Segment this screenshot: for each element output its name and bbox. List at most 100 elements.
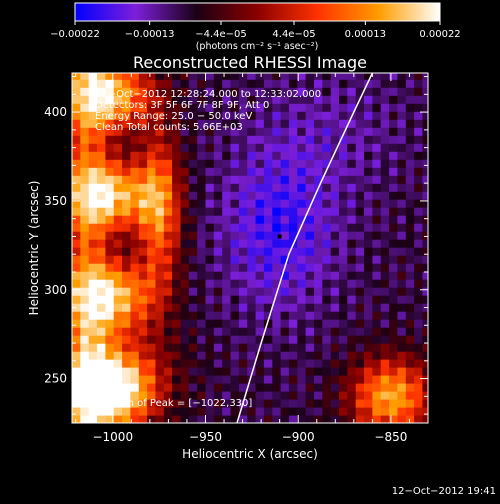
heatmap-cell <box>380 383 390 392</box>
heatmap-cell <box>205 375 215 384</box>
heatmap-cell <box>364 367 373 376</box>
heatmap-cell <box>422 367 428 376</box>
heatmap-cell <box>163 183 173 192</box>
heatmap-cell <box>405 183 415 192</box>
heatmap-cell <box>188 103 198 112</box>
footer-timestamp: 12−Oct−2012 19:41 <box>392 486 496 497</box>
heatmap-cell <box>422 127 428 136</box>
heatmap-cell <box>339 143 348 152</box>
heatmap-cell <box>172 239 181 248</box>
heatmap-cell <box>105 167 115 176</box>
heatmap-cell <box>272 127 282 136</box>
heatmap-cell <box>80 79 90 88</box>
heatmap-cell <box>297 191 307 200</box>
heatmap-cell <box>172 167 181 176</box>
heatmap-cell <box>180 183 190 192</box>
heatmap-cell <box>238 311 248 320</box>
heatmap-cell <box>113 159 123 168</box>
heatmap-cell <box>255 151 265 160</box>
heatmap-cell <box>197 191 207 200</box>
heatmap-cell <box>180 215 190 224</box>
heatmap-cell <box>197 239 207 248</box>
heatmap-cell <box>230 295 240 304</box>
heatmap-cell <box>364 231 373 240</box>
heatmap-cell <box>113 239 123 248</box>
heatmap-cell <box>238 367 248 376</box>
heatmap-cell <box>230 159 240 168</box>
heatmap-cell <box>414 79 423 88</box>
heatmap-cell <box>88 119 98 128</box>
heatmap-cell <box>113 303 123 312</box>
heatmap-cell <box>355 391 365 400</box>
heatmap-cell <box>97 263 106 272</box>
heatmap-cell <box>105 239 115 248</box>
heatmap-cell <box>414 73 423 80</box>
heatmap-cell <box>105 135 115 144</box>
heatmap-cell <box>105 207 115 216</box>
heatmap-cell <box>247 79 257 88</box>
heatmap-cell <box>180 159 190 168</box>
heatmap-cell <box>272 359 282 368</box>
heatmap-cell <box>172 87 181 96</box>
heatmap-cell <box>113 319 123 328</box>
heatmap-cell <box>122 319 131 328</box>
heatmap-cell <box>314 319 323 328</box>
heatmap-cell <box>255 271 265 280</box>
heatmap-cell <box>397 359 407 368</box>
heatmap-cell <box>405 159 415 168</box>
heatmap-cell <box>155 287 165 296</box>
heatmap-cell <box>222 231 232 240</box>
heatmap-cell <box>222 207 232 216</box>
heatmap-cell <box>155 311 165 320</box>
x-axis-label: Heliocentric X (arcsec) <box>182 447 318 461</box>
heatmap-cell <box>205 295 215 304</box>
heatmap-cell <box>130 175 140 184</box>
heatmap-cell <box>255 415 265 423</box>
heatmap-cell <box>238 303 248 312</box>
heatmap-cell <box>163 343 173 352</box>
heatmap-cell <box>205 343 215 352</box>
heatmap-cell <box>380 183 390 192</box>
heatmap-cell <box>380 103 390 112</box>
heatmap-cell <box>330 407 340 416</box>
heatmap-cell <box>230 79 240 88</box>
heatmap-cell <box>255 255 265 264</box>
heatmap-cell <box>247 119 257 128</box>
heatmap-cell <box>130 263 140 272</box>
heatmap-cell <box>113 399 123 408</box>
heatmap-cell <box>397 391 407 400</box>
heatmap-cell <box>172 359 181 368</box>
heatmap-cell <box>397 183 407 192</box>
heatmap-cell <box>205 391 215 400</box>
heatmap-cell <box>172 255 181 264</box>
heatmap-cell <box>347 343 357 352</box>
heatmap-cell <box>105 287 115 296</box>
y-axis-label: Heliocentric Y (arcsec) <box>27 181 41 316</box>
heatmap-cell <box>147 287 156 296</box>
heatmap-cell <box>272 335 282 344</box>
heatmap-cell <box>364 199 373 208</box>
heatmap-cell <box>113 135 123 144</box>
heatmap-cell <box>355 375 365 384</box>
heatmap-cell <box>255 95 265 104</box>
heatmap-cell <box>172 159 181 168</box>
heatmap-cell <box>422 287 428 296</box>
heatmap-cell <box>397 175 407 184</box>
heatmap-cell <box>263 351 273 360</box>
heatmap-cell <box>222 319 232 328</box>
heatmap-cell <box>288 359 298 368</box>
heatmap-cell <box>397 73 407 80</box>
heatmap-cell <box>80 247 90 256</box>
heatmap-cell <box>272 375 282 384</box>
heatmap-cell <box>163 303 173 312</box>
heatmap-cell <box>389 79 398 88</box>
heatmap-cell <box>230 167 240 176</box>
heatmap-cell <box>364 95 373 104</box>
heatmap-cell <box>347 79 357 88</box>
heatmap-cell <box>397 303 407 312</box>
heatmap-cell <box>188 183 198 192</box>
heatmap-cell <box>389 351 398 360</box>
heatmap-cell <box>105 383 115 392</box>
heatmap-cell <box>355 159 365 168</box>
heatmap-cell <box>222 95 232 104</box>
